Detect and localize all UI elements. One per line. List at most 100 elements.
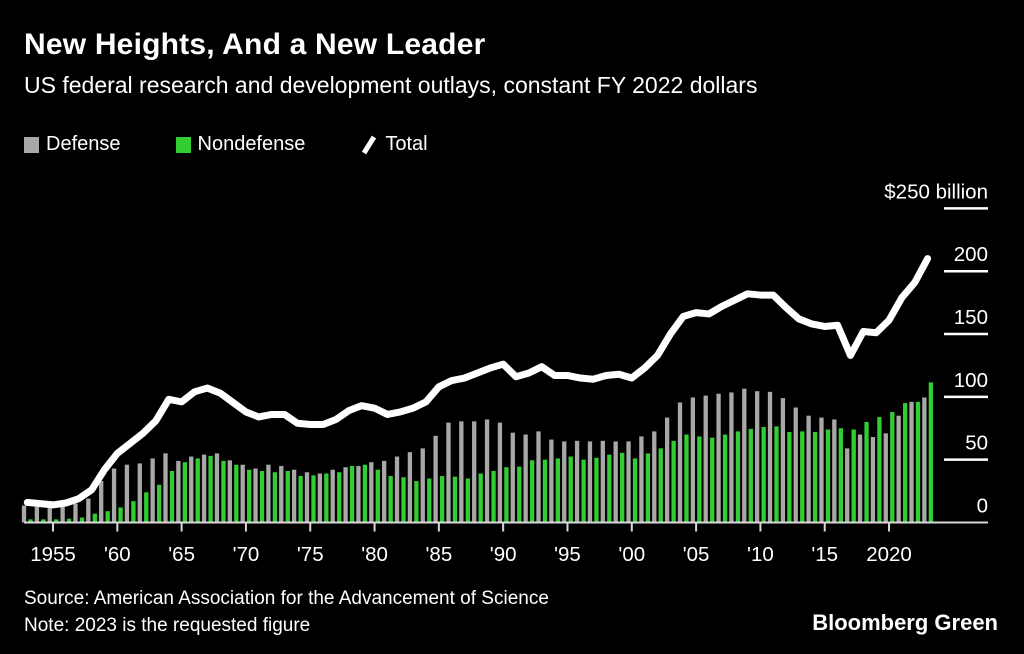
- source-text: Source: American Association for the Adv…: [24, 588, 549, 609]
- defense-bar: [574, 440, 580, 523]
- nondefense-bar: [105, 511, 110, 523]
- nondefense-bar: [902, 403, 908, 523]
- nondefense-bar: [324, 473, 329, 523]
- defense-bar: [124, 464, 130, 523]
- x-axis-label: '60: [104, 543, 131, 566]
- defense-bar: [510, 432, 515, 523]
- defense-bar: [176, 460, 181, 523]
- nondefense-bar: [375, 469, 380, 523]
- nondefense-bar: [517, 466, 522, 523]
- defense-bar: [806, 415, 811, 523]
- defense-bar: [356, 465, 361, 523]
- defense-bar: [227, 460, 232, 523]
- nondefense-bar: [774, 426, 779, 523]
- defense-bar: [163, 453, 168, 523]
- total-line: [23, 255, 932, 509]
- defense-bar: [857, 434, 863, 523]
- nondefense-bar: [607, 454, 612, 523]
- defense-bar: [690, 397, 695, 523]
- chart-legend: Defense Nondefense Total: [24, 133, 428, 156]
- legend-label-total: Total: [385, 133, 428, 155]
- defense-bar: [832, 419, 837, 523]
- defense-bar: [767, 391, 773, 523]
- defense-bar: [549, 439, 554, 523]
- legend-item-total: Total: [360, 133, 428, 156]
- nondefense-bar: [864, 421, 869, 523]
- y-axis-label: 0: [977, 495, 988, 518]
- defense-bar: [484, 419, 490, 523]
- nondefense-bar: [542, 459, 548, 523]
- defense-bar: [613, 441, 618, 523]
- nondefense-bar: [221, 460, 226, 523]
- defense-bar: [703, 395, 708, 523]
- defense-bar: [21, 505, 27, 523]
- nondefense-bar: [812, 432, 818, 523]
- x-axis-label: '80: [361, 543, 388, 566]
- defense-bar: [34, 506, 40, 523]
- nondefense-bar: [838, 428, 843, 523]
- defense-bar: [755, 391, 760, 523]
- x-axis-label: '10: [747, 543, 774, 566]
- nondefense-bar: [54, 519, 59, 523]
- nondefense-bar: [247, 469, 252, 523]
- defense-bar: [394, 456, 400, 523]
- defense-bar: [111, 468, 117, 523]
- note-text: Note: 2023 is the requested figure: [24, 615, 311, 636]
- x-axis-label: '75: [297, 543, 324, 566]
- defense-bar: [330, 469, 335, 523]
- defense-bar: [845, 448, 850, 523]
- defense-bar: [819, 417, 824, 523]
- defense-bar: [240, 464, 245, 523]
- nondefense-bar: [800, 431, 805, 523]
- defense-bar: [523, 434, 528, 523]
- defense-bar: [279, 465, 284, 523]
- defense-bar: [446, 422, 451, 523]
- defense-bar: [99, 481, 104, 523]
- nondefense-bar: [234, 464, 239, 523]
- nondefense-bar: [182, 462, 188, 523]
- x-axis-label: '05: [683, 543, 710, 566]
- defense-bar: [587, 441, 593, 523]
- x-axis-label: '15: [811, 543, 838, 566]
- nondefense-bar: [787, 432, 792, 523]
- defense-bar: [870, 437, 876, 523]
- defense-bar: [459, 421, 464, 523]
- nondefense-bar: [632, 458, 638, 523]
- defense-bar: [562, 441, 567, 523]
- nondefense-bar: [697, 436, 702, 523]
- nondefense-bar: [169, 470, 175, 523]
- legend-item-nondefense: Nondefense: [175, 133, 305, 156]
- nondefense-bar: [362, 464, 368, 523]
- total-line-swatch-icon: [360, 134, 378, 156]
- nondefense-bar: [66, 518, 72, 523]
- nondefense-bar: [748, 428, 753, 523]
- nondefense-bar: [298, 476, 303, 523]
- defense-bar: [677, 402, 683, 523]
- nondefense-bar: [529, 460, 535, 523]
- defense-bar: [214, 453, 220, 523]
- nondefense-bar: [401, 477, 406, 523]
- y-axis-label: $250 billion: [884, 180, 988, 203]
- nondefense-bar: [452, 476, 458, 523]
- defense-bar: [317, 473, 323, 523]
- defense-bar: [73, 503, 78, 523]
- nondefense-bar: [877, 416, 882, 523]
- defense-bar: [420, 448, 425, 523]
- defense-bar: [600, 440, 605, 523]
- defense-bar: [369, 462, 374, 523]
- nondefense-bar: [79, 517, 85, 523]
- defense-bar: [407, 452, 413, 523]
- defense-bar: [883, 433, 888, 523]
- defense-bar: [909, 401, 914, 523]
- defense-bar: [896, 415, 901, 523]
- nondefense-bar: [144, 492, 149, 523]
- defense-bar: [922, 397, 927, 523]
- legend-item-defense: Defense: [24, 133, 121, 156]
- nondefense-bar: [272, 472, 278, 523]
- defense-bar: [497, 422, 503, 523]
- nondefense-bar: [285, 470, 290, 523]
- x-axis-label: '70: [233, 543, 260, 566]
- defense-bar: [433, 435, 438, 523]
- nondefense-bar: [208, 455, 213, 523]
